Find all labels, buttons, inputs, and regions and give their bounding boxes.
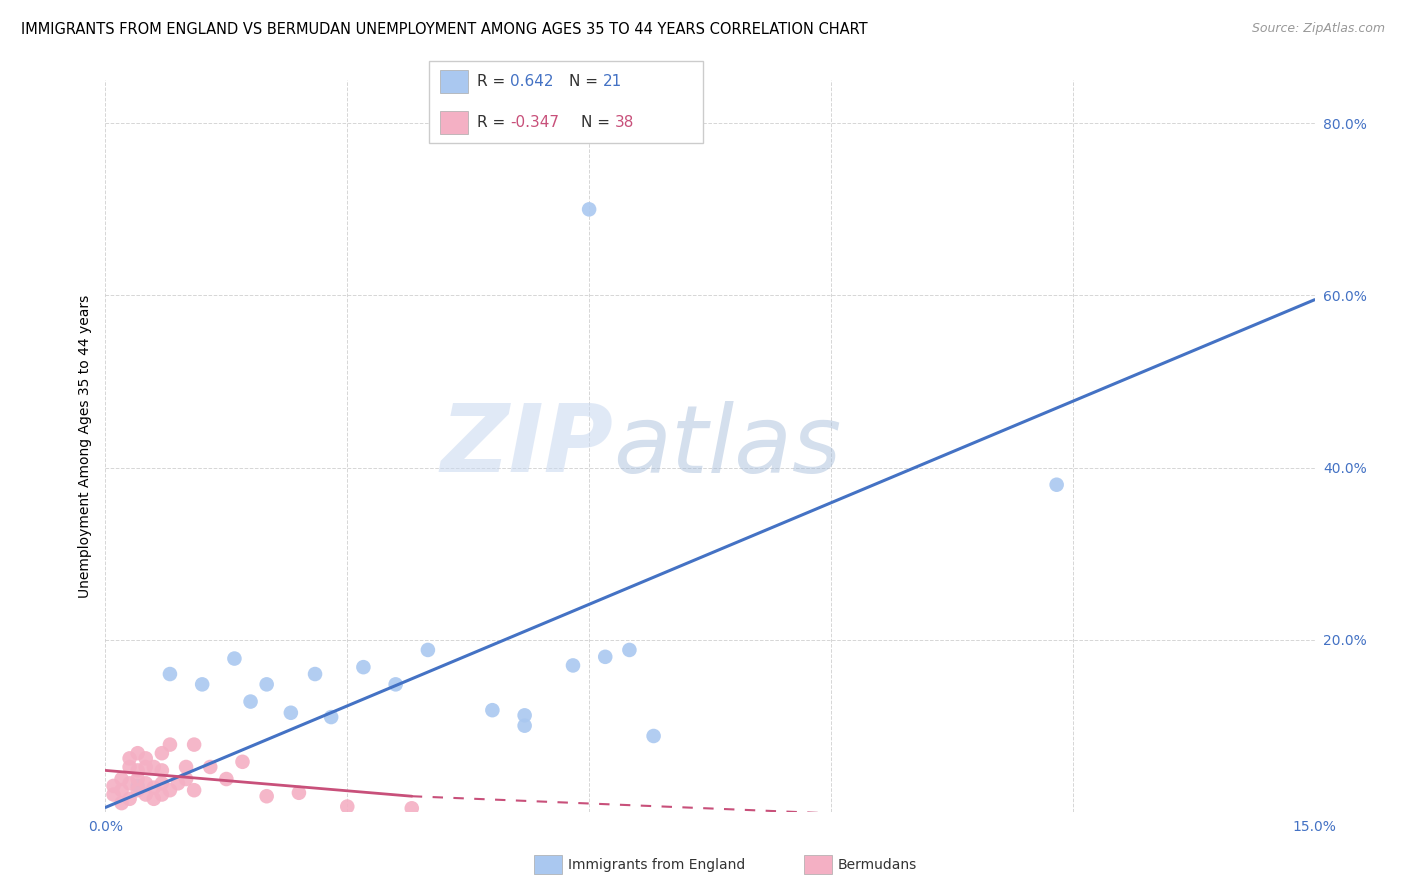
Point xyxy=(135,760,157,774)
Point xyxy=(215,772,238,786)
Point xyxy=(127,764,149,778)
Text: Immigrants from England: Immigrants from England xyxy=(568,858,745,872)
Point xyxy=(110,796,132,810)
Text: N =: N = xyxy=(581,115,614,129)
Point xyxy=(167,776,190,790)
Text: Bermudans: Bermudans xyxy=(838,858,917,872)
Point xyxy=(127,783,149,797)
Point xyxy=(150,788,173,802)
Point xyxy=(159,783,181,797)
Point xyxy=(150,746,173,760)
Point xyxy=(256,677,278,691)
Point xyxy=(1046,477,1069,491)
Text: -0.347: -0.347 xyxy=(510,115,560,129)
Point xyxy=(103,788,125,802)
Point xyxy=(174,772,197,786)
Point xyxy=(224,651,246,665)
Text: ZIP: ZIP xyxy=(440,400,613,492)
Point xyxy=(321,710,343,724)
Point xyxy=(183,783,205,797)
Text: 38: 38 xyxy=(614,115,634,129)
Point xyxy=(118,792,141,806)
Text: 0.642: 0.642 xyxy=(510,74,554,88)
Point xyxy=(416,643,439,657)
Point xyxy=(110,772,132,786)
Point xyxy=(150,764,173,778)
Point xyxy=(200,760,222,774)
Point xyxy=(304,667,326,681)
Point xyxy=(127,772,149,786)
Point xyxy=(619,643,641,657)
Point xyxy=(280,706,302,720)
Point xyxy=(118,751,141,765)
Point xyxy=(127,746,149,760)
Point xyxy=(127,779,149,793)
Point xyxy=(191,677,214,691)
Text: R =: R = xyxy=(477,115,510,129)
Text: R =: R = xyxy=(477,74,510,88)
Point xyxy=(239,695,262,709)
Point xyxy=(142,760,165,774)
Point xyxy=(562,658,585,673)
Point xyxy=(159,738,181,752)
Point xyxy=(513,719,536,733)
Point xyxy=(159,667,181,681)
Point xyxy=(103,779,125,793)
Point xyxy=(481,703,503,717)
Point xyxy=(513,708,536,723)
Point xyxy=(183,738,205,752)
Point xyxy=(135,751,157,765)
Point xyxy=(118,760,141,774)
Point xyxy=(174,760,197,774)
Point xyxy=(118,776,141,790)
Point xyxy=(384,677,406,691)
Point xyxy=(643,729,665,743)
Text: N =: N = xyxy=(569,74,603,88)
Point xyxy=(578,202,600,217)
Point xyxy=(256,789,278,804)
Point xyxy=(135,788,157,802)
Point xyxy=(135,776,157,790)
Point xyxy=(336,799,359,814)
Point xyxy=(142,792,165,806)
Y-axis label: Unemployment Among Ages 35 to 44 years: Unemployment Among Ages 35 to 44 years xyxy=(77,294,91,598)
Point xyxy=(593,649,616,664)
Text: Source: ZipAtlas.com: Source: ZipAtlas.com xyxy=(1251,22,1385,36)
Text: atlas: atlas xyxy=(613,401,842,491)
Point xyxy=(110,783,132,797)
Text: 21: 21 xyxy=(603,74,623,88)
Point xyxy=(231,755,253,769)
Point xyxy=(288,786,311,800)
Text: IMMIGRANTS FROM ENGLAND VS BERMUDAN UNEMPLOYMENT AMONG AGES 35 TO 44 YEARS CORRE: IMMIGRANTS FROM ENGLAND VS BERMUDAN UNEM… xyxy=(21,22,868,37)
Point xyxy=(352,660,374,674)
Point xyxy=(401,801,423,815)
Point xyxy=(150,776,173,790)
Point xyxy=(142,780,165,795)
